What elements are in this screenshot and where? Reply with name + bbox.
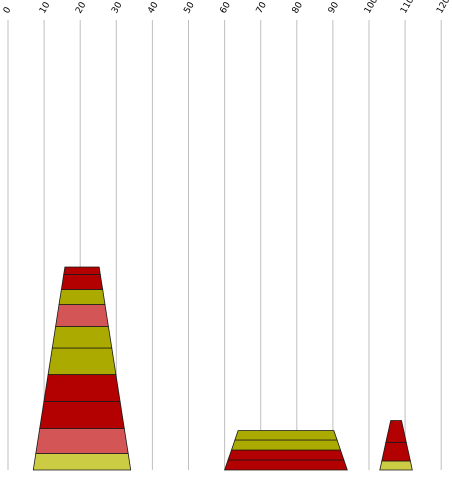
x-tick-label-60: 60 [219, 0, 234, 15]
stack-2-segment-3 [230, 439, 342, 451]
stack-1-segment-4 [43, 374, 121, 402]
stacks [32, 266, 413, 471]
x-tick-label-50: 50 [182, 0, 197, 15]
stack-1-segment-5 [47, 347, 117, 375]
stack-3-segment-2 [381, 442, 411, 462]
x-tick-label-90: 90 [327, 0, 342, 15]
stack-2-segment-4 [234, 430, 338, 441]
stack-2-segment-2 [227, 449, 345, 461]
x-axis-tick-labels: 0 10 20 30 40 50 60 70 80 90 100 110 120 [2, 0, 452, 16]
stack-2-segment-1 [224, 459, 348, 471]
x-tick-label-20: 20 [74, 0, 89, 15]
x-tick-label-80: 80 [291, 0, 306, 15]
x-tick-label-40: 40 [146, 0, 161, 15]
stack-1-segment-3 [39, 401, 125, 429]
stack-1 [32, 266, 132, 471]
x-tick-label-0: 0 [2, 5, 14, 15]
x-tick-label-120: 120 [435, 0, 452, 16]
stack-1-segment-8 [58, 289, 106, 305]
stack-3-segment-3 [385, 420, 407, 443]
stack-1-segment-9 [60, 274, 104, 290]
stack-1-segment-7 [55, 304, 109, 327]
stack-1-segment-2 [35, 428, 129, 454]
x-tick-label-10: 10 [38, 0, 53, 15]
x-tick-label-110: 110 [399, 0, 416, 16]
stack-1-segment-10 [63, 266, 101, 275]
stack-1-segment-1 [32, 453, 132, 471]
x-tick-label-70: 70 [255, 0, 270, 15]
stack-2 [224, 430, 348, 471]
stack-3 [379, 420, 413, 471]
gridlines [7, 20, 442, 470]
stack-3-segment-1 [379, 460, 413, 471]
x-tick-label-30: 30 [110, 0, 125, 15]
x-tick-label-100: 100 [363, 0, 380, 16]
stack-1-segment-6 [51, 326, 113, 349]
